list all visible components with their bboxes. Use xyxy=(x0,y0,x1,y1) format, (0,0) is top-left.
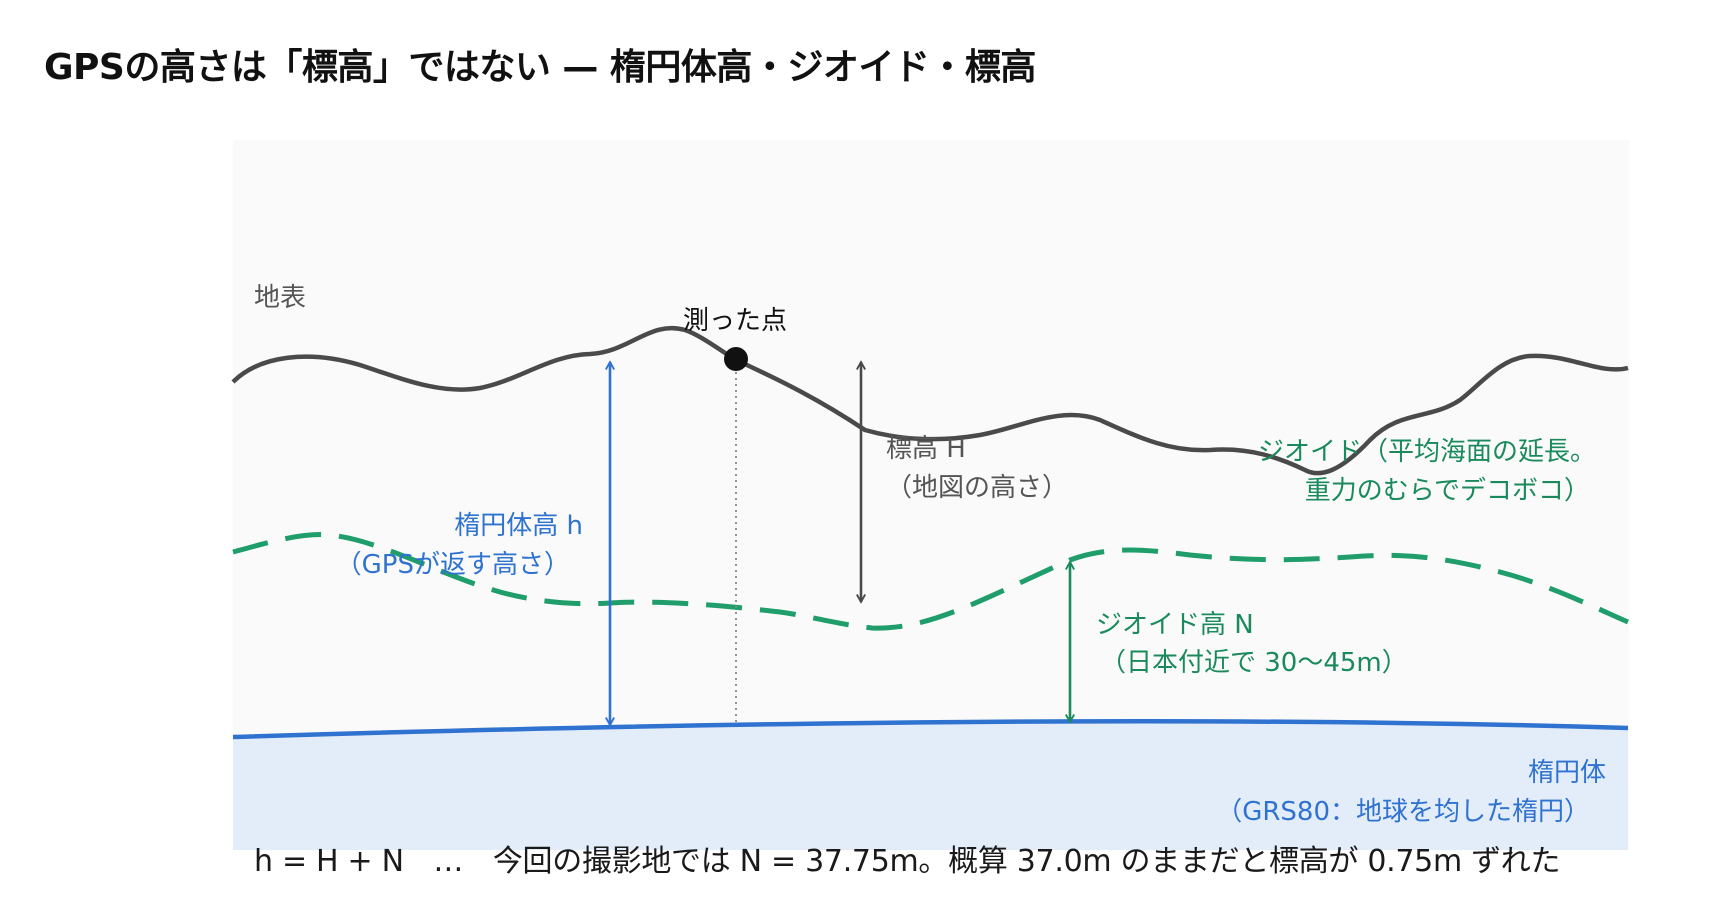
orthometric-height-label: 標高 H xyxy=(886,434,966,464)
page-title: GPSの高さは「標高」ではない — 楕円体高・ジオイド・標高 xyxy=(44,47,1036,88)
geoid-height-label: ジオイド高 N xyxy=(1096,610,1254,640)
ellipsoid-note: （GRS80：地球を均した楕円） xyxy=(1216,797,1590,827)
ellipsoidal-height-note: （GPSが返す高さ） xyxy=(336,550,570,580)
ellipsoid-area xyxy=(233,721,1628,850)
geoid-height-note: （日本付近で 30〜45m） xyxy=(1100,648,1408,678)
formula-caption: h = H + N … 今回の撮影地では N = 37.75m。概算 37.0m… xyxy=(254,844,1561,879)
geoid-note: 重力のむらでデコボコ） xyxy=(1305,476,1590,506)
measured-point-label: 測った点 xyxy=(683,306,787,336)
terrain-line xyxy=(231,326,1629,476)
ellipsoid-label: 楕円体 xyxy=(1528,758,1606,788)
measured-point-marker xyxy=(724,347,748,371)
surface-label: 地表 xyxy=(254,283,306,313)
orthometric-height-note: （地図の高さ） xyxy=(886,473,1068,503)
geoid-label: ジオイド（平均海面の延長。 xyxy=(1258,437,1596,467)
ellipsoid-line xyxy=(232,719,1629,740)
ellipsoidal-height-label: 楕円体高 h xyxy=(454,511,583,541)
geoid-line xyxy=(232,532,1629,631)
